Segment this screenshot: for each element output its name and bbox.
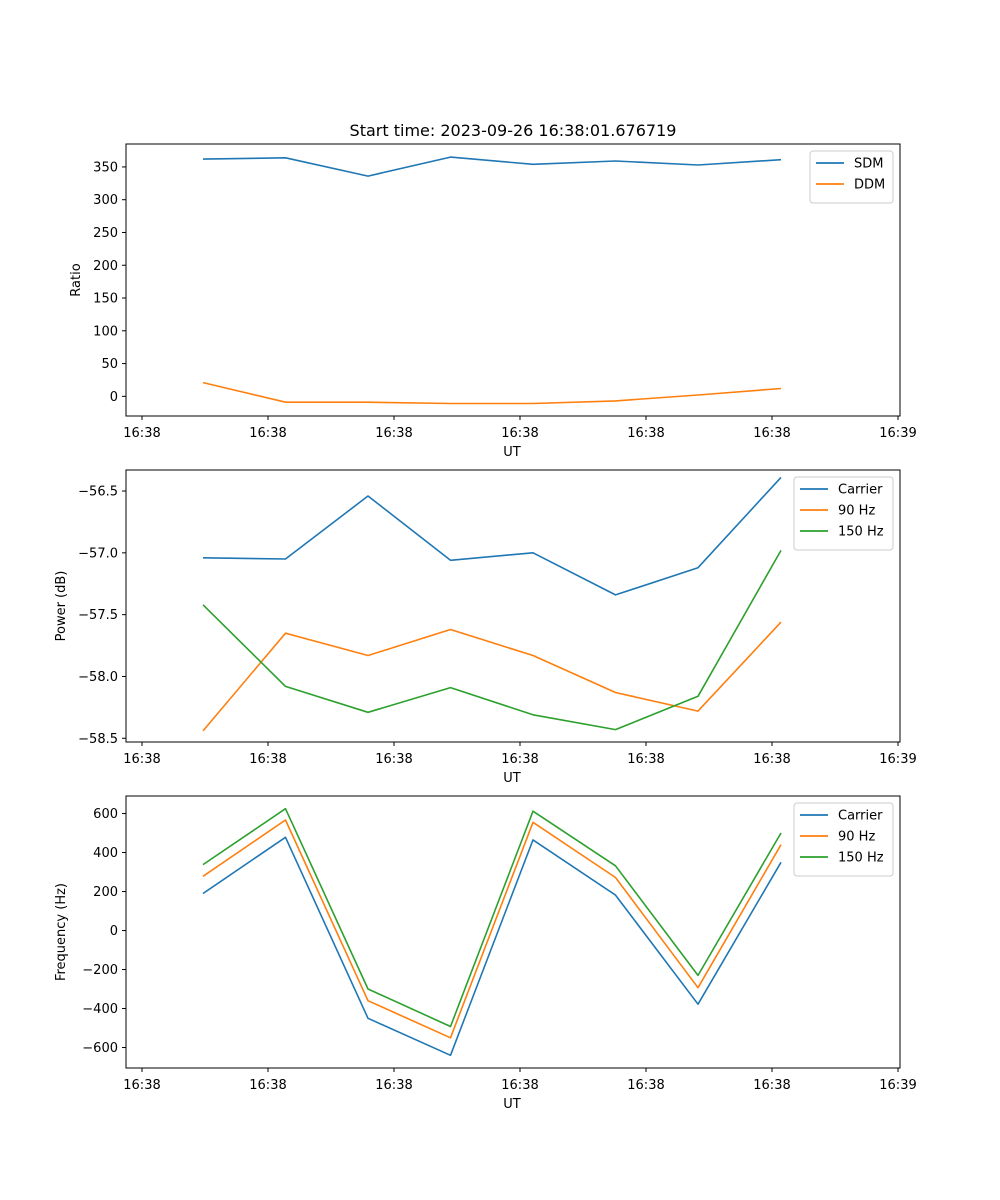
series-line-90-hz: [202, 621, 782, 732]
x-tick-label: 16:38: [753, 1078, 790, 1093]
y-tick-label: 100: [93, 324, 118, 339]
x-tick-label: 16:39: [879, 426, 916, 441]
legend: SDM DDM: [809, 150, 894, 204]
series-line-carrier: [202, 836, 782, 1057]
series-line-150-hz: [202, 550, 782, 731]
x-tick-label: 16:38: [123, 752, 160, 767]
x-tick-label: 16:38: [375, 752, 412, 767]
chart-panel-2: 16:38 16:38 16:38 16:38 16:38 16:38 16:39 −56.5…: [54, 469, 917, 786]
y-tick-label: 0: [110, 390, 118, 405]
series-line-carrier: [202, 476, 782, 596]
x-tick-label: 16:38: [627, 1078, 664, 1093]
x-tick-label: 16:38: [627, 426, 664, 441]
series-line-150-hz: [202, 807, 782, 1028]
y-tick-label: 150: [93, 292, 118, 307]
legend: Carrier 90 Hz 150 Hz: [793, 802, 894, 877]
axes-frame: [125, 795, 901, 1069]
axes-frame: [125, 143, 901, 417]
legend-box: [809, 150, 894, 204]
y-tick-label: 300: [93, 193, 118, 208]
x-axis-label: UT: [503, 771, 521, 786]
y-axis-label: Frequency (Hz): [54, 883, 69, 981]
x-tick-label: 16:38: [375, 426, 412, 441]
y-tick-label: 600: [93, 807, 118, 822]
legend-label: 150 Hz: [838, 525, 884, 540]
legend-label: 150 Hz: [838, 851, 884, 866]
y-tick-label: −56.5: [78, 485, 118, 500]
x-tick-label: 16:38: [501, 752, 538, 767]
legend-label: SDM: [854, 157, 883, 172]
legend-label: 90 Hz: [838, 504, 875, 519]
y-tick-label: −57.0: [78, 546, 118, 561]
y-tick-label: 200: [93, 885, 118, 900]
x-tick-label: 16:39: [879, 752, 916, 767]
x-tick-label: 16:38: [249, 1078, 286, 1093]
x-tick-label: 16:38: [249, 426, 286, 441]
y-tick-label: 50: [101, 357, 118, 372]
x-tick-label: 16:38: [123, 426, 160, 441]
chart-panel-1: 16:38 16:38 16:38 16:38 16:38 16:38 16:39 0 50 10…: [69, 143, 917, 460]
series-line-ddm: [202, 381, 782, 405]
x-tick-label: 16:39: [879, 1078, 916, 1093]
legend-label: DDM: [854, 178, 885, 193]
series-line-90-hz: [202, 819, 782, 1039]
figure-title: Start time: 2023-09-26 16:38:01.676719: [350, 121, 677, 140]
legend: Carrier 90 Hz 150 Hz: [793, 476, 894, 551]
y-tick-label: 200: [93, 259, 118, 274]
y-axis-label: Ratio: [69, 263, 84, 296]
x-tick-label: 16:38: [501, 1078, 538, 1093]
legend-label: Carrier: [838, 483, 883, 498]
y-tick-label: −400: [82, 1002, 118, 1017]
x-axis-label: UT: [503, 445, 521, 460]
x-tick-label: 16:38: [627, 752, 664, 767]
x-tick-label: 16:38: [123, 1078, 160, 1093]
y-tick-label: 250: [93, 226, 118, 241]
y-tick-label: −600: [82, 1041, 118, 1056]
x-tick-label: 16:38: [753, 426, 790, 441]
y-tick-label: −200: [82, 963, 118, 978]
legend-label: 90 Hz: [838, 830, 875, 845]
x-tick-label: 16:38: [375, 1078, 412, 1093]
y-tick-label: −58.5: [78, 732, 118, 747]
y-tick-label: 400: [93, 846, 118, 861]
series-line-sdm: [202, 156, 782, 177]
y-tick-label: −57.5: [78, 608, 118, 623]
chart-panel-3: 16:38 16:38 16:38 16:38 16:38 16:38 16:39 600 40…: [54, 795, 917, 1112]
y-axis-label: Power (dB): [54, 571, 69, 642]
axes-frame: [125, 469, 901, 743]
y-tick-label: −58.0: [78, 670, 118, 685]
legend-label: Carrier: [838, 809, 883, 824]
y-tick-label: 350: [93, 160, 118, 175]
x-axis-label: UT: [503, 1097, 521, 1112]
y-tick-label: 0: [110, 924, 118, 939]
x-tick-label: 16:38: [501, 426, 538, 441]
x-tick-label: 16:38: [753, 752, 790, 767]
x-tick-label: 16:38: [249, 752, 286, 767]
